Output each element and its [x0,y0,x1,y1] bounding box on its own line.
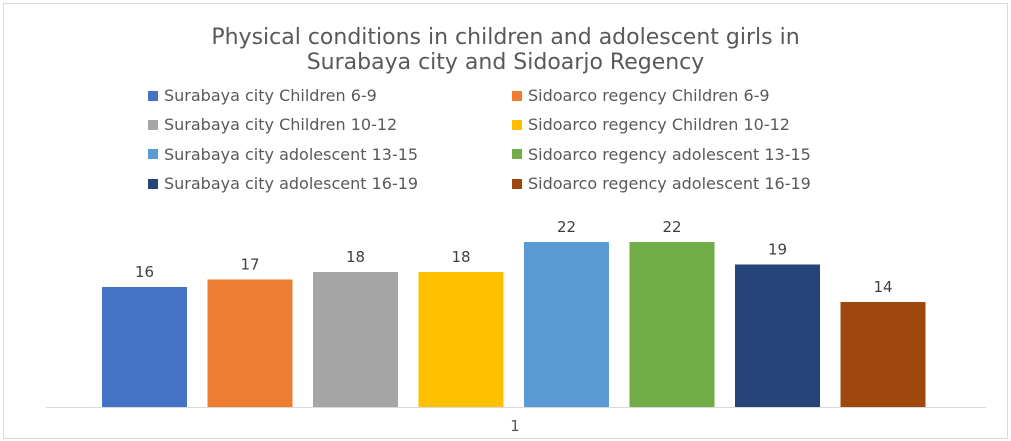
legend-item: Sidoarco regency adolescent 13-15 [512,144,811,164]
legend-label: Sidoarco regency adolescent 13-15 [528,144,811,164]
legend-swatch [512,119,522,130]
data-label: 22 [662,218,681,236]
chart-title: Physical conditions in children and adol… [0,25,1011,75]
data-label: 18 [451,248,470,266]
bar [418,272,504,407]
bar [840,302,926,407]
data-label: 19 [768,241,787,259]
legend-swatch [148,90,158,101]
legend-swatch [148,178,158,189]
legend-label: Sidoarco regency adolescent 16-19 [528,174,811,194]
x-tick-label: 1 [510,417,520,435]
legend-item: Sidoarco regency Children 10-12 [512,116,790,134]
bar [207,279,293,407]
chart-title-line-1: Physical conditions in children and adol… [211,25,800,50]
legend-label: Sidoarco regency Children 10-12 [528,115,790,135]
bar [524,242,609,407]
legend-label: Sidoarco regency Children 6-9 [528,86,770,105]
data-label: 18 [346,248,365,266]
legend-item: Sidoarco regency adolescent 16-19 [512,175,811,193]
legend-item: Surabaya city Children 10-12 [148,116,397,134]
legend-label: Surabaya city Children 10-12 [164,115,398,135]
legend-label: Surabaya city adolescent 16-19 [164,174,419,194]
data-label: 14 [873,278,892,296]
bar [629,242,715,407]
legend-swatch [512,178,522,189]
legend-item: Surabaya city Children 6-9 [148,87,377,105]
data-label: 17 [240,256,259,274]
legend-swatch [148,149,158,160]
data-label: 16 [135,263,154,281]
chart-title-line-2: Surabaya city and Sidoarjo Regency [306,50,705,75]
legend-item: Sidoarco regency Children 6-9 [512,87,770,105]
legend-label: Surabaya city Children 6-9 [164,86,377,105]
bar [102,287,187,407]
legend-item: Surabaya city adolescent 16-19 [148,175,418,193]
legend-swatch [512,149,522,160]
data-label: 22 [557,218,576,236]
legend-swatch [148,119,158,130]
legend-swatch [512,90,522,101]
legend-item: Surabaya city adolescent 13-15 [148,144,419,164]
bar [735,264,820,407]
legend-label: Surabaya city adolescent 13-15 [164,144,419,164]
bar [313,272,398,407]
